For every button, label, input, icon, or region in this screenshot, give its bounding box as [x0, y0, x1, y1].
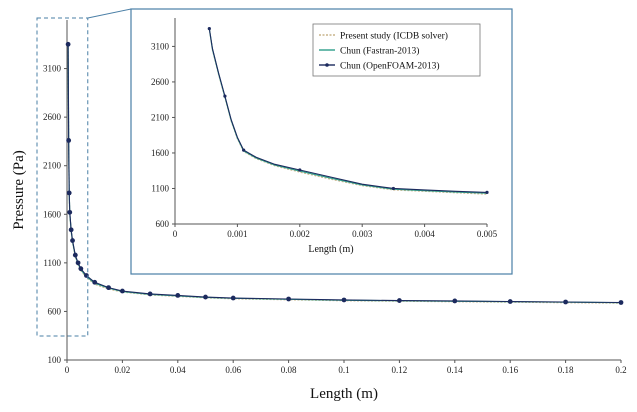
inset-series-point [242, 148, 246, 152]
inset-series-line-1 [208, 28, 488, 195]
main-series-point [65, 41, 71, 47]
main-y-tick-label: 1600 [43, 209, 62, 219]
main-y-tick-label: 1100 [43, 258, 61, 268]
inset-x-tick-label: 0.005 [477, 229, 498, 239]
inset-legend: Present study (ICDB solver) Chun (Fastran… [312, 23, 481, 77]
main-y-tick-label: 2600 [43, 112, 62, 122]
main-series-point [78, 266, 84, 272]
main-series-point [341, 297, 347, 303]
legend-box [312, 23, 481, 77]
main-series-point [68, 227, 74, 233]
main-series-point [203, 294, 208, 300]
main-x-tick-label: 0.16 [502, 365, 518, 375]
zoom-connector [36, 8, 132, 337]
legend-entry-label: Present study (ICDB solver) [340, 30, 448, 41]
main-series-point [507, 299, 513, 304]
main-series-line-3 [67, 44, 622, 304]
inset-x-tick-label: 0.001 [227, 229, 247, 239]
inset-y-tick-label: 1600 [151, 148, 170, 158]
zoom-connector-line [87, 8, 132, 19]
inset-y-tick-label: 3100 [151, 41, 170, 51]
main-series-point [66, 138, 72, 143]
main-y-tick-label: 100 [48, 355, 62, 365]
inset-series-point [298, 168, 302, 172]
main-y-tick-label: 3100 [43, 64, 62, 74]
main-y-tick-label: 600 [48, 306, 62, 316]
inset-x-axis-title: Length (m) [308, 244, 353, 255]
inset-y-tick-label: 1100 [151, 183, 169, 193]
main-series-point [92, 279, 98, 285]
main-series-point [66, 190, 72, 196]
inset-series-point [485, 190, 489, 194]
main-series-point [70, 238, 75, 243]
legend-entry-label: Chun (Fastran-2013) [340, 45, 419, 56]
inset-y-tick-label: 600 [156, 219, 170, 229]
main-x-tick-label: 0.18 [558, 365, 574, 375]
main-x-tick-label: 0.06 [225, 365, 241, 375]
main-x-axis-title: Length (m) [310, 386, 378, 402]
main-series-point [230, 295, 236, 301]
main-x-tick-label: 0.2 [615, 365, 626, 375]
main-chart: 0 0.02 0.04 0.06 0.08 0.1 0.12 0.14 0.16 0.18 0.2 1… [11, 20, 627, 402]
main-series-point [75, 260, 81, 266]
inset-series-line-3 [208, 28, 488, 193]
main-series-point [67, 209, 73, 215]
inset-series-point [207, 27, 211, 31]
main-series-point [120, 288, 125, 294]
legend-marker [325, 63, 329, 67]
main-series-point [563, 299, 568, 305]
main-x-tick-label: 0.14 [447, 365, 463, 375]
inset-y-tick-label: 2600 [151, 77, 170, 87]
main-x-tick-label: 0.1 [338, 365, 349, 375]
main-x-tick-label: 0.04 [170, 365, 186, 375]
legend-entry-label: Chun (OpenFOAM-2013) [340, 60, 439, 71]
main-x-tick-label: 0.12 [392, 365, 408, 375]
inset-series-point [391, 186, 395, 191]
main-x-tick-label: 0 [65, 365, 70, 375]
main-y-axis-title: Pressure (Pa) [11, 150, 27, 230]
main-series-point [286, 296, 291, 302]
zoom-region-box [36, 17, 89, 337]
inset-chart: 0 0.001 0.002 0.003 0.004 0.005 600 1100 1600 210… [130, 8, 513, 275]
inset-x-tick-label: 0.003 [352, 229, 373, 239]
main-series-point [72, 252, 78, 258]
main-series-point [618, 300, 624, 305]
inset-series-point [223, 94, 227, 98]
main-series-point [106, 285, 111, 291]
main-series-point [147, 291, 153, 297]
main-x-tick-label: 0.08 [281, 365, 297, 375]
inset-x-tick-label: 0 [173, 229, 178, 239]
main-y-tick-label: 2100 [43, 161, 62, 171]
inset-x-tick-label: 0.004 [414, 229, 435, 239]
main-series-point [175, 293, 181, 298]
main-x-tick-label: 0.02 [115, 365, 131, 375]
inset-x-tick-label: 0.002 [290, 229, 310, 239]
inset-y-tick-label: 2100 [151, 112, 170, 122]
main-series-point [397, 298, 402, 303]
main-series-point [452, 298, 458, 304]
